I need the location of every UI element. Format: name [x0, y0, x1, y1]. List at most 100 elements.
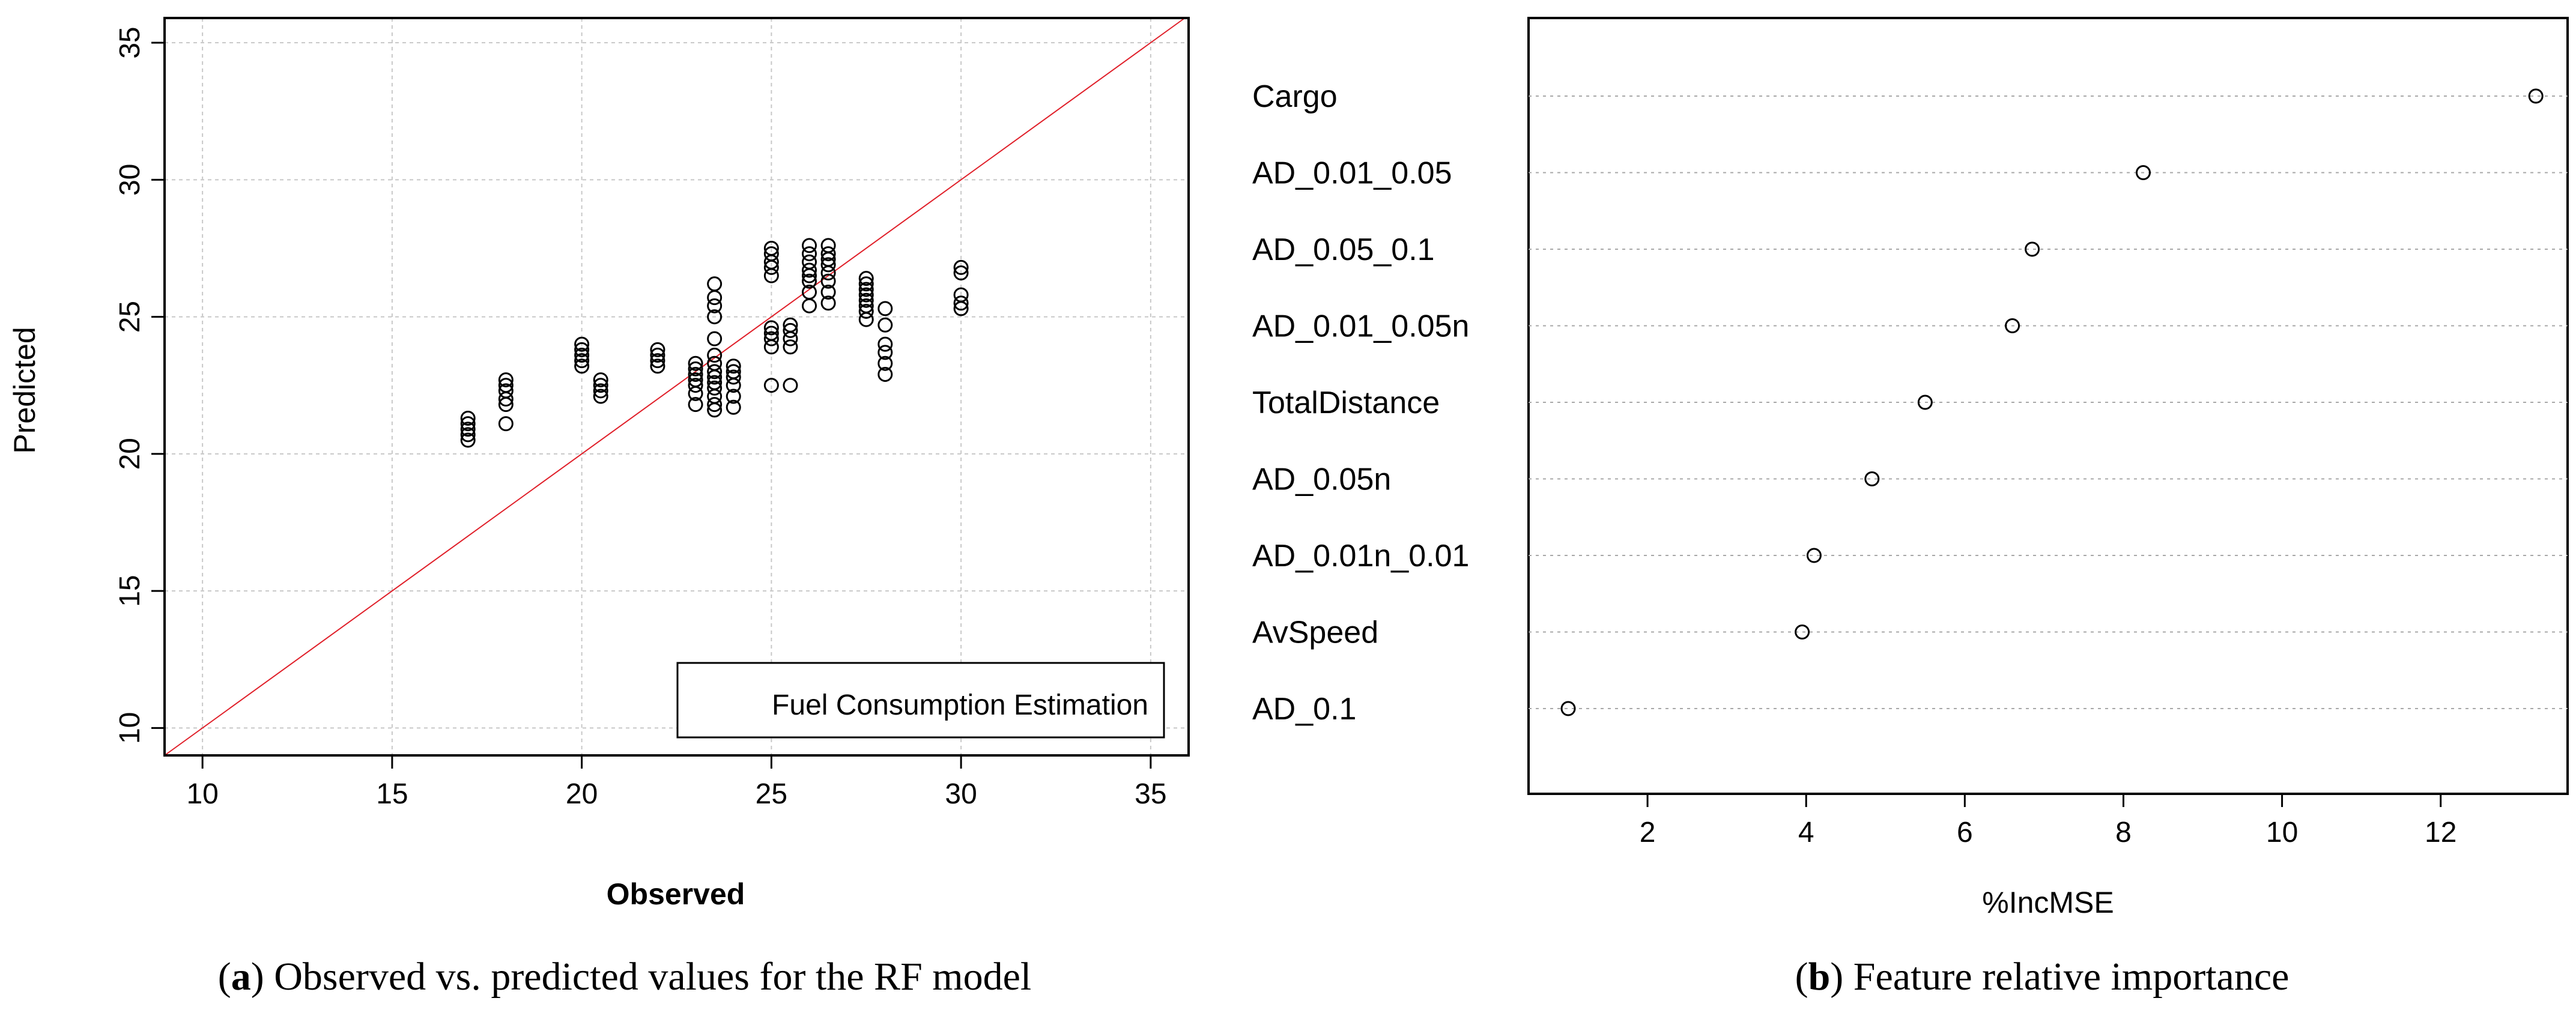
x-tick-label: 2	[1640, 817, 1656, 848]
caption-b: (b) Feature relative importance	[1795, 955, 2290, 999]
data-point	[498, 416, 514, 432]
data-point	[802, 298, 817, 313]
y-tick-label: 20	[114, 438, 146, 470]
y-axis-label: Predicted	[8, 327, 41, 453]
feature-label: AD_0.01n_0.01	[1252, 539, 1469, 573]
scatter-y-axis: 10 15 20 25 30 35	[114, 26, 165, 744]
data-point	[877, 336, 893, 352]
data-point	[574, 336, 590, 352]
importance-point	[1560, 701, 1576, 716]
data-point	[460, 427, 476, 443]
data-point	[726, 364, 741, 379]
data-point	[593, 383, 608, 399]
scatter-x-axis: 10 15 20 25 30 35	[186, 755, 1167, 810]
data-point	[820, 295, 836, 311]
data-point	[593, 378, 608, 393]
data-point	[688, 378, 703, 393]
caption-a-letter: a	[231, 955, 251, 999]
data-point	[953, 265, 969, 281]
data-point	[763, 320, 779, 336]
data-point	[460, 432, 476, 448]
data-point	[802, 273, 817, 289]
feature-label: Cargo	[1252, 79, 1338, 114]
data-point	[498, 383, 514, 399]
data-point	[688, 397, 703, 413]
legend-box	[676, 662, 1165, 739]
data-point	[802, 246, 817, 262]
y-tick-label: 15	[114, 575, 146, 606]
data-point	[802, 254, 817, 270]
caption-a: (a) Observed vs. predicted values for th…	[218, 955, 1032, 999]
data-point	[726, 358, 741, 374]
data-point	[763, 246, 779, 262]
data-point	[707, 348, 723, 363]
data-point	[726, 369, 741, 385]
data-point	[877, 345, 893, 360]
x-tick-label: 10	[2266, 817, 2298, 848]
x-axis-label: Observed	[607, 877, 745, 911]
data-point	[877, 366, 893, 382]
importance-plot-frame	[1527, 17, 2569, 795]
data-point	[763, 378, 779, 393]
scatter-points	[460, 238, 969, 448]
scatter-panel: 10 15 20 25 30 35 10 15 20 25 30 35 Fuel Consumpti…	[8, 17, 1190, 999]
data-point	[460, 422, 476, 437]
importance-point	[2135, 165, 2151, 180]
x-tick-label: 35	[1135, 778, 1166, 810]
data-point	[763, 240, 779, 256]
data-point	[820, 285, 836, 300]
feature-label: TotalDistance	[1252, 386, 1440, 420]
y-tick-label: 25	[114, 301, 146, 333]
data-point	[802, 262, 817, 278]
legend-text: Fuel Consumption Estimation	[772, 689, 1148, 721]
importance-point	[1806, 548, 1822, 563]
x-tick-label: 10	[186, 778, 218, 810]
importance-point	[1864, 471, 1880, 486]
data-point	[460, 410, 476, 426]
x-tick-label: 20	[566, 778, 598, 810]
feature-label: AD_0.1	[1252, 692, 1356, 727]
data-point	[953, 259, 969, 275]
data-point	[783, 339, 798, 355]
data-point	[707, 380, 723, 396]
caption-b-text: Feature relative importance	[1853, 955, 2290, 999]
data-point	[858, 292, 874, 308]
data-point	[877, 355, 893, 371]
data-point	[820, 273, 836, 289]
data-point	[688, 372, 703, 388]
caption-a-text: Observed vs. predicted values for the RF…	[274, 955, 1031, 999]
data-point	[953, 287, 969, 303]
data-point	[858, 282, 874, 297]
data-point	[498, 378, 514, 393]
data-point	[574, 342, 590, 357]
data-point	[707, 397, 723, 413]
importance-rows: Cargo AD_0.01_0.05 AD_0.05_0.1 AD_0.01_0.05…	[1252, 79, 2568, 727]
feature-label: AD_0.05_0.1	[1252, 232, 1435, 267]
data-point	[820, 257, 836, 273]
data-point	[763, 325, 779, 341]
y-tick-label: 10	[114, 712, 146, 744]
x-tick-label: 4	[1798, 817, 1814, 848]
importance-x-axis: 2 4 6 8 10 12	[1640, 794, 2456, 848]
data-point	[650, 342, 665, 357]
scatter-plot-frame	[163, 17, 1190, 757]
x-tick-label: 8	[2115, 817, 2132, 848]
data-point	[858, 287, 874, 303]
data-point	[783, 322, 798, 338]
data-point	[460, 416, 476, 432]
caption-b-letter: b	[1808, 955, 1831, 999]
importance-point	[2005, 318, 2020, 333]
feature-label: AD_0.01_0.05n	[1252, 309, 1469, 344]
data-point	[783, 317, 798, 333]
data-point	[858, 276, 874, 292]
data-point	[688, 361, 703, 376]
importance-panel: Cargo AD_0.01_0.05 AD_0.05_0.1 AD_0.01_0.05…	[1252, 17, 2569, 999]
y-tick-label: 30	[114, 164, 146, 196]
importance-point	[2528, 88, 2544, 104]
data-point	[593, 389, 608, 404]
data-point	[820, 246, 836, 262]
data-point	[650, 358, 665, 374]
x-axis-label-importance: %IncMSE	[1982, 886, 2114, 919]
feature-label: AD_0.05n	[1252, 462, 1391, 497]
data-point	[707, 375, 723, 390]
